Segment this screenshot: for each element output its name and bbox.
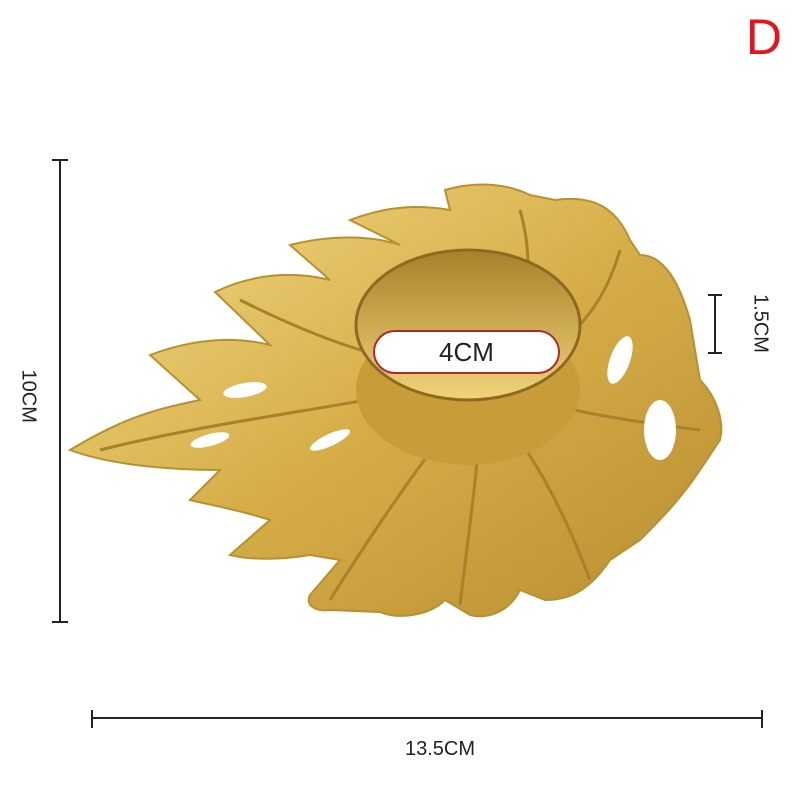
depth-label: 1.5CM [749,294,772,353]
leaf-holes [190,336,676,460]
diameter-label: 4CM [373,330,560,374]
dimension-lines [52,159,763,728]
variant-letter: D [745,9,782,65]
width-label: 13.5CM [404,738,476,760]
height-label: 10CM [17,369,40,423]
